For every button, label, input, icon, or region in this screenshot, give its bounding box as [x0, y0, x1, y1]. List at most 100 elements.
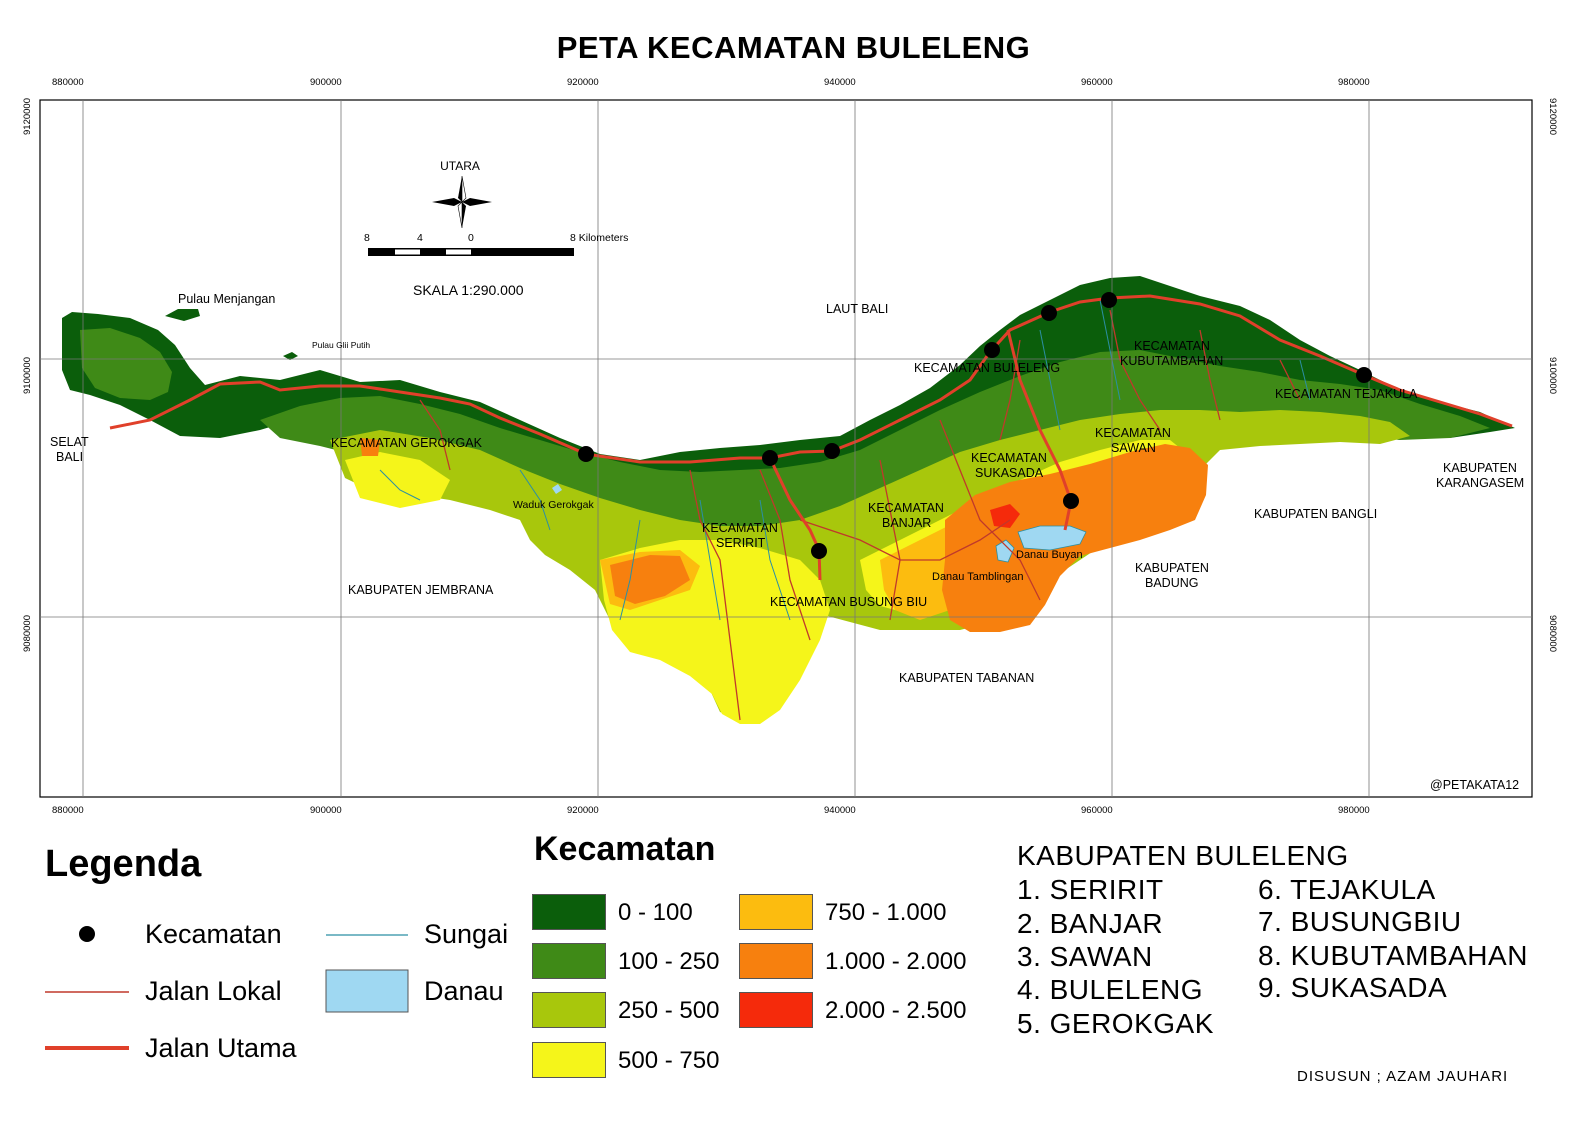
label-kab-badung: BADUNG: [1145, 576, 1198, 590]
kecamatan-list-item: 3. SAWAN: [1017, 941, 1153, 972]
label-kec-kubutambahan: KUBUTAMBAHAN: [1120, 354, 1223, 368]
label-kab-karangasem: KARANGASEM: [1436, 476, 1524, 490]
label-waduk-gerokgak: Waduk Gerokgak: [513, 499, 594, 511]
kecamatan-point-icon: [578, 446, 594, 462]
x-tick-top: 900000: [310, 77, 342, 88]
elev-label-2: 250 - 500: [618, 997, 720, 1024]
kecamatan-point-icon: [1356, 367, 1372, 383]
y-tick-right: 9080000: [1547, 615, 1558, 652]
map-watermark: @PETAKATA12: [1430, 778, 1519, 792]
north-arrow-icon: UTARA: [432, 159, 492, 229]
legend-title: Legenda: [45, 843, 202, 885]
legend-jalan-lokal-label: Jalan Lokal: [145, 976, 282, 1006]
kecamatan-list-item: 1. SERIRIT: [1017, 874, 1164, 905]
label-kab-badung: KABUPATEN: [1135, 561, 1209, 575]
label-kec-seririt: KECAMATAN: [702, 521, 778, 535]
elev-label-6: 2.000 - 2.500: [825, 997, 967, 1024]
pulau-glii-putih-island: [283, 352, 298, 360]
map-title: PETA KECAMATAN BULELENG: [556, 30, 1031, 65]
label-kab-bangli: KABUPATEN BANGLI: [1254, 507, 1377, 521]
elev-swatch-0: [532, 894, 606, 930]
y-tick-left: 9100000: [22, 357, 33, 394]
elev-swatch-2: [532, 992, 606, 1028]
elev-band-100-250: [80, 328, 1490, 560]
label-kec-sawan: KECAMATAN: [1095, 426, 1171, 440]
scale-text: SKALA 1:290.000: [413, 282, 524, 298]
label-kec-sukasada: KECAMATAN: [971, 451, 1047, 465]
scale-label: 4: [417, 232, 423, 244]
scale-label: 8 Kilometers: [570, 232, 628, 244]
coordinate-grid: [40, 100, 1532, 797]
label-kec-sawan: SAWAN: [1111, 441, 1156, 455]
label-kec-kubutambahan: KECAMATAN: [1134, 339, 1210, 353]
label-selat-bali: SELAT: [50, 435, 89, 449]
rivers: [379, 299, 1311, 621]
x-tick-bottom: 980000: [1338, 805, 1370, 816]
label-kec-busungbiu: KECAMATAN BUSUNG BIU: [770, 595, 927, 609]
legend-water-symbols: [325, 934, 409, 1013]
kecamatan-point-icon: [1063, 493, 1079, 509]
scale-bar: 8 4 0 8 Kilometers SKALA 1:290.000: [364, 232, 628, 298]
north-label: UTARA: [440, 159, 480, 173]
danau-buyan-lake: [1017, 525, 1087, 551]
kecamatan-point-icon: [1101, 292, 1117, 308]
elev-swatch-4: [739, 894, 813, 930]
x-tick-bottom: 960000: [1081, 805, 1113, 816]
elev-label-1: 100 - 250: [618, 948, 720, 975]
credit-text: DISUSUN ; AZAM JAUHARI: [1297, 1068, 1509, 1085]
label-kec-tejakula: KECAMATAN TEJAKULA: [1275, 387, 1418, 401]
elev-band-1000-2000: [360, 438, 1208, 632]
kecamatan-point-icon: [984, 342, 1000, 358]
kabupaten-heading: KABUPATEN BULELENG: [1017, 840, 1349, 871]
kecamatan-list-item: 8. KUBUTAMBAHAN: [1258, 940, 1528, 971]
kecamatan-list-item: 4. BULELENG: [1017, 974, 1204, 1005]
elev-swatch-5: [739, 943, 813, 979]
legend-symbols: [45, 926, 129, 1050]
elevation-legend-title: Kecamatan: [534, 830, 716, 868]
elev-band-0-100: [62, 276, 1515, 478]
x-tick-bottom: 880000: [52, 805, 84, 816]
y-tick-right: 9120000: [1547, 98, 1558, 135]
label-kab-tabanan: KABUPATEN TABANAN: [899, 671, 1034, 685]
kecamatan-dot-icon: [79, 926, 95, 942]
label-danau-buyan: Danau Buyan: [1016, 549, 1083, 561]
label-kec-banjar: KECAMATAN: [868, 501, 944, 515]
label-kab-jembrana: KABUPATEN JEMBRANA: [348, 583, 494, 597]
kecamatan-points: [578, 292, 1372, 559]
kecamatan-list-item: 6. TEJAKULA: [1258, 874, 1436, 905]
legend-jalan-utama-label: Jalan Utama: [145, 1033, 297, 1063]
waduk-gerokgak-reservoir: [552, 484, 562, 494]
elev-swatch-1: [532, 943, 606, 979]
label-danau-tamblingan: Danau Tamblingan: [932, 571, 1024, 583]
local-roads: [419, 309, 1301, 721]
label-kec-sukasada: SUKASADA: [975, 466, 1044, 480]
kecamatan-point-icon: [824, 443, 840, 459]
x-tick-top: 940000: [824, 77, 856, 88]
kecamatan-point-icon: [811, 543, 827, 559]
elev-swatch-6: [739, 992, 813, 1028]
y-tick-labels-right: 9120000 9100000 9080000: [1547, 98, 1558, 652]
pulau-menjangan-island: [165, 309, 200, 321]
label-pulau-glii-putih: Pulau Glii Putih: [312, 340, 370, 350]
label-pulau-menjangan: Pulau Menjangan: [178, 292, 275, 306]
x-tick-labels-top: 880000 900000 920000 940000 960000 98000…: [52, 77, 1370, 88]
elev-label-5: 1.000 - 2.000: [825, 948, 967, 975]
x-tick-labels-bottom: 880000 900000 920000 940000 960000 98000…: [52, 805, 1370, 816]
elev-band-2000-2500: [990, 504, 1020, 528]
x-tick-top: 960000: [1081, 77, 1113, 88]
legend-sungai-label: Sungai: [424, 919, 509, 949]
elev-label-0: 0 - 100: [618, 899, 693, 926]
elev-swatch-3: [532, 1042, 606, 1078]
elev-label-4: 750 - 1.000: [825, 899, 947, 926]
kecamatan-list-item: 2. BANJAR: [1017, 908, 1164, 939]
danau-tamblingan-lake: [995, 539, 1015, 563]
x-tick-bottom: 920000: [567, 805, 599, 816]
label-laut-bali: LAUT BALI: [826, 302, 888, 316]
y-tick-left: 9080000: [22, 615, 33, 652]
x-tick-top: 980000: [1338, 77, 1370, 88]
legend-kecamatan-label: Kecamatan: [145, 919, 282, 949]
x-tick-top: 880000: [52, 77, 84, 88]
kecamatan-point-icon: [762, 450, 778, 466]
y-tick-left: 9120000: [22, 98, 33, 135]
